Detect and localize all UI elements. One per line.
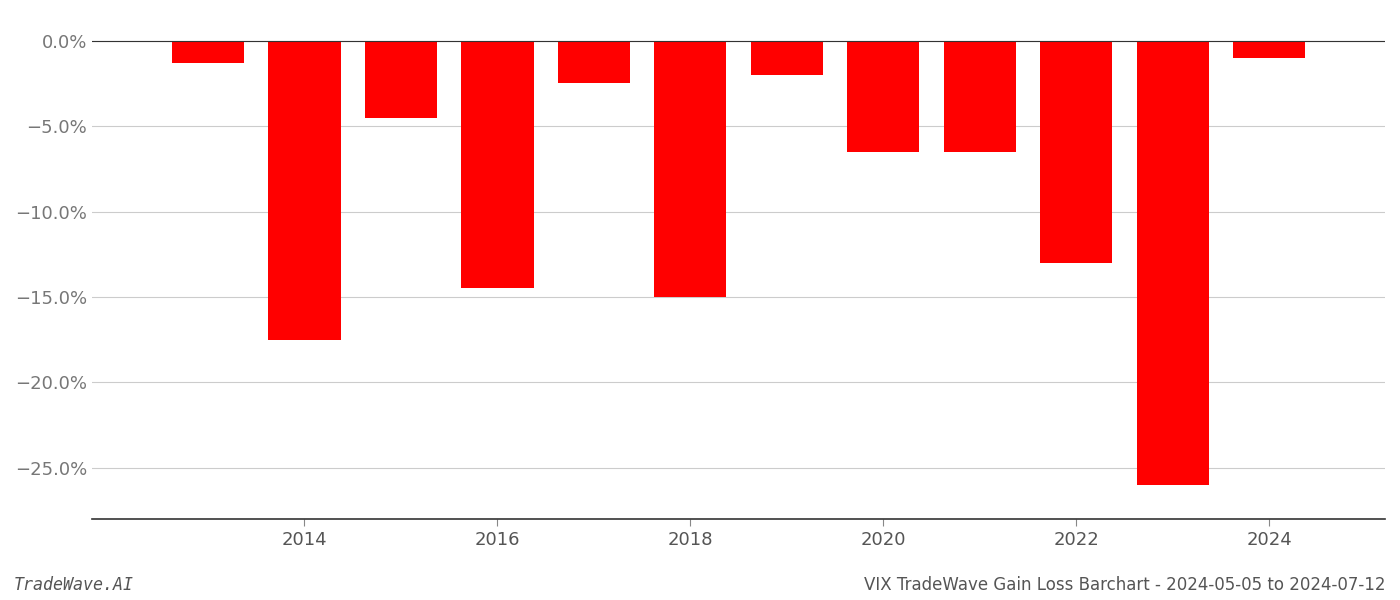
- Bar: [364, 41, 437, 118]
- Bar: [1040, 41, 1113, 263]
- Text: VIX TradeWave Gain Loss Barchart - 2024-05-05 to 2024-07-12: VIX TradeWave Gain Loss Barchart - 2024-…: [865, 576, 1386, 594]
- Bar: [847, 41, 920, 152]
- Bar: [654, 41, 727, 297]
- Bar: [269, 41, 340, 340]
- Bar: [1233, 41, 1305, 58]
- Bar: [172, 41, 244, 63]
- Bar: [1137, 41, 1210, 485]
- Bar: [944, 41, 1016, 152]
- Text: TradeWave.AI: TradeWave.AI: [14, 576, 134, 594]
- Bar: [557, 41, 630, 83]
- Bar: [750, 41, 823, 75]
- Bar: [461, 41, 533, 289]
